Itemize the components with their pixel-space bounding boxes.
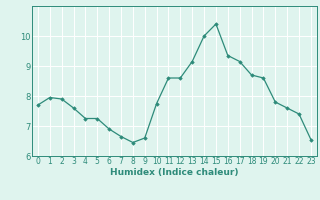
X-axis label: Humidex (Indice chaleur): Humidex (Indice chaleur) (110, 168, 239, 177)
